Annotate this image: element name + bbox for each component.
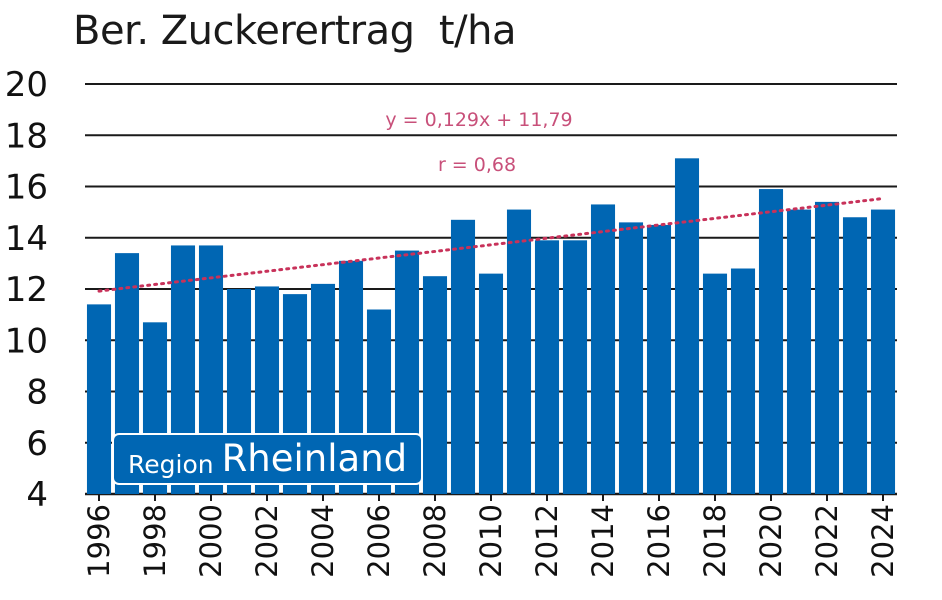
bar-1996 [86, 304, 112, 494]
bar-2013 [562, 240, 588, 494]
y-tick-labels: 4 6 8 10 12 14 16 18 20 [5, 65, 48, 515]
x-tick-label: 2020 [754, 504, 788, 578]
trend-line [97, 197, 885, 293]
x-tick-label: 2008 [418, 504, 452, 578]
x-tick-label: 2010 [474, 504, 508, 578]
y-tick-label: 12 [5, 270, 48, 310]
trend-equation: y = 0,129x + 11,79 [385, 109, 572, 131]
y-tick-label: 16 [5, 168, 48, 208]
y-tick-label: 20 [5, 65, 48, 105]
bar-2020 [758, 189, 784, 494]
x-tick-label: 2018 [698, 504, 732, 578]
x-tick-label: 1996 [82, 504, 116, 578]
bar-2015 [618, 222, 644, 494]
y-tick-label: 6 [26, 424, 48, 464]
chart-title: Ber. Zuckerertrag t/ha [73, 8, 516, 54]
bar-2017 [674, 158, 700, 494]
x-tick-label: 2002 [250, 504, 284, 578]
bar-2018 [702, 273, 728, 494]
bar-2022 [814, 201, 840, 494]
bar-2016 [646, 224, 672, 494]
x-tick-label: 2024 [866, 504, 900, 578]
bar-2014 [590, 204, 616, 494]
x-tick-labels: 1996 1998 2000 2002 2004 2006 2008 2010 2012 2014… [82, 494, 900, 578]
bar-2011 [506, 209, 532, 494]
bar-2019 [730, 268, 756, 494]
bar-2010 [478, 273, 504, 494]
x-tick-label: 2014 [586, 504, 620, 578]
x-tick-label: 1998 [138, 504, 172, 578]
x-tick-label: 2004 [306, 504, 340, 578]
region-badge: Region Rheinland [112, 433, 424, 485]
correlation-label: r = 0,68 [438, 154, 516, 176]
bar-2012 [534, 240, 560, 494]
bar-2024 [870, 209, 896, 494]
y-tick-label: 18 [5, 116, 48, 156]
y-tick-label: 14 [5, 219, 48, 259]
x-tick-label: 2000 [194, 504, 228, 578]
bar-2009 [450, 219, 476, 494]
x-tick-label: 2006 [362, 504, 396, 578]
y-tick-label: 4 [26, 475, 48, 515]
region-name: Rheinland [221, 437, 408, 480]
y-tick-label: 10 [5, 321, 48, 361]
bar-2023 [842, 217, 868, 494]
y-tick-label: 8 [26, 373, 48, 413]
x-tick-label: 2022 [810, 504, 844, 578]
bar-2008 [422, 276, 448, 494]
x-tick-label: 2012 [530, 504, 564, 578]
region-prefix: Region [128, 450, 214, 479]
bar-2021 [786, 209, 812, 494]
x-tick-label: 2016 [642, 504, 676, 578]
trendline [97, 197, 885, 293]
